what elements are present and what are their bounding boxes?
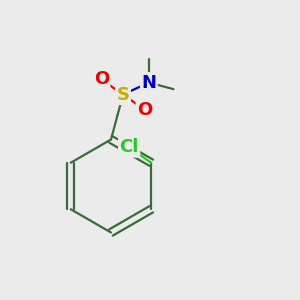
- Text: N: N: [141, 74, 156, 92]
- Text: O: O: [137, 101, 152, 119]
- Text: O: O: [94, 70, 109, 88]
- Text: Cl: Cl: [119, 138, 139, 156]
- Text: S: S: [116, 85, 130, 103]
